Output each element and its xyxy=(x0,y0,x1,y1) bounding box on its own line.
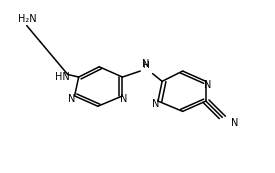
Text: N: N xyxy=(152,99,159,109)
Text: N: N xyxy=(68,94,75,103)
Text: N: N xyxy=(230,118,238,128)
Text: H: H xyxy=(142,61,149,70)
Text: H₂N: H₂N xyxy=(18,14,37,24)
Text: HN: HN xyxy=(55,72,70,82)
Text: N: N xyxy=(120,94,128,103)
Text: N: N xyxy=(142,59,149,69)
Text: N: N xyxy=(204,80,212,90)
